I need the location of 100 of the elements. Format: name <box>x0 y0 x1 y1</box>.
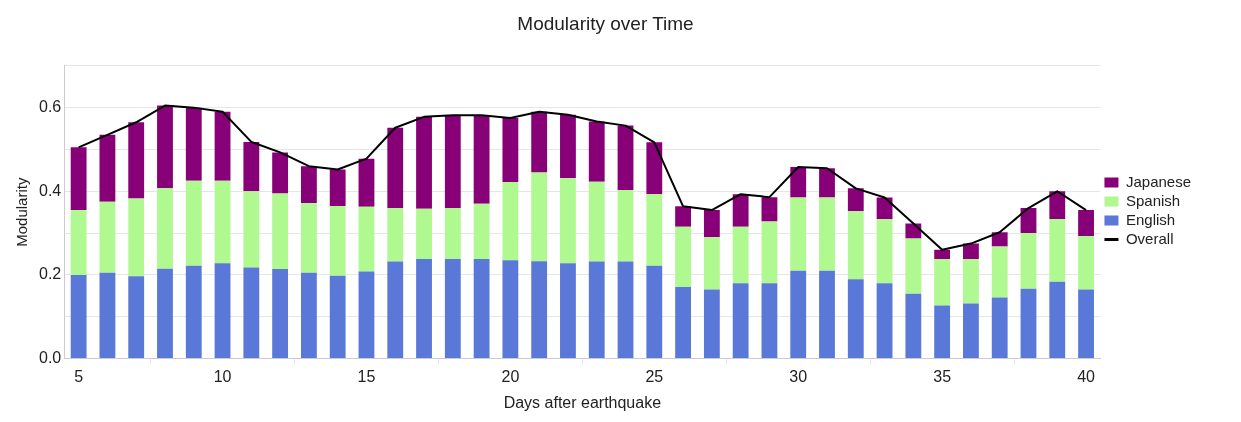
bar <box>502 118 519 183</box>
bar <box>99 134 116 202</box>
bar <box>473 115 490 204</box>
bar <box>128 198 145 277</box>
bar <box>243 141 260 192</box>
bar <box>847 279 864 359</box>
bar <box>444 208 461 260</box>
bar <box>358 206 375 272</box>
bar <box>99 201 116 273</box>
bar <box>157 268 173 359</box>
bar <box>732 226 749 284</box>
bar <box>761 283 778 359</box>
bar <box>531 261 548 359</box>
bar <box>675 206 691 227</box>
bar <box>1049 191 1066 219</box>
bar <box>473 203 490 260</box>
bar <box>157 105 173 188</box>
bar <box>128 122 145 199</box>
bar <box>329 205 346 276</box>
bar <box>185 107 202 181</box>
bar <box>70 210 87 275</box>
bar <box>444 115 461 209</box>
bar <box>732 194 749 227</box>
bar <box>617 125 634 191</box>
bar <box>387 208 404 262</box>
x-tick-label: 15 <box>357 367 376 385</box>
bar <box>560 263 576 359</box>
bar <box>934 249 951 260</box>
bar <box>1049 218 1066 282</box>
bar <box>790 197 807 271</box>
bar <box>675 287 691 359</box>
bar <box>416 208 432 260</box>
bar <box>444 259 461 359</box>
bar <box>243 191 260 268</box>
y-axis-title: Modularity <box>13 177 31 247</box>
bar <box>703 210 720 238</box>
bar <box>502 182 519 261</box>
bar <box>387 127 404 209</box>
bar <box>70 147 87 211</box>
legend-label: English <box>1125 210 1176 228</box>
bar <box>329 169 346 206</box>
bar <box>819 197 835 271</box>
bar <box>934 305 951 359</box>
bar <box>905 223 922 239</box>
bar <box>272 152 289 194</box>
bar <box>617 190 634 262</box>
x-axis-title: Days after earthquake <box>503 393 662 411</box>
bar <box>790 167 807 198</box>
bar <box>473 259 490 359</box>
bar <box>185 180 202 266</box>
chart-title: Modularity over Time <box>517 12 694 34</box>
bar <box>963 243 979 260</box>
bar <box>1078 210 1094 237</box>
bar <box>963 303 979 359</box>
bar <box>560 177 576 264</box>
bar <box>991 232 1008 247</box>
bar <box>358 271 375 359</box>
legend-label: Japanese <box>1125 172 1192 190</box>
bar <box>963 259 979 304</box>
x-tick-label: 20 <box>501 367 520 385</box>
bar <box>1020 233 1037 289</box>
bar <box>905 238 922 294</box>
legend-label: Spanish <box>1125 191 1181 209</box>
bar <box>1078 236 1094 290</box>
bar <box>991 246 1008 298</box>
bar <box>703 237 720 290</box>
bar <box>732 283 749 359</box>
bar <box>703 289 720 359</box>
bar <box>675 226 691 288</box>
bar <box>588 261 605 359</box>
bar <box>531 111 548 173</box>
bar <box>300 203 317 273</box>
bar <box>1078 289 1094 359</box>
bar <box>991 297 1008 359</box>
bar <box>617 261 634 359</box>
bar <box>761 221 778 284</box>
bar <box>761 197 778 222</box>
x-tick-label: 35 <box>933 367 952 385</box>
bar <box>847 188 864 212</box>
bar <box>876 219 893 284</box>
bar <box>185 265 202 359</box>
bar <box>560 114 576 178</box>
x-tick-label: 40 <box>1077 367 1096 385</box>
bar <box>214 180 231 264</box>
bar <box>272 269 289 359</box>
bar <box>876 283 893 359</box>
bar <box>329 275 346 359</box>
x-tick-label: 5 <box>74 367 84 385</box>
x-tick-label: 30 <box>789 367 808 385</box>
y-tick-label: 0.6 <box>38 98 62 116</box>
bar <box>387 261 404 359</box>
bar <box>128 276 145 359</box>
bar <box>416 259 432 359</box>
bar <box>847 211 864 280</box>
bar <box>243 267 260 359</box>
y-tick-label: 0.4 <box>38 181 62 199</box>
bar <box>358 158 375 207</box>
bar <box>646 194 663 266</box>
bar <box>819 270 835 359</box>
bar <box>272 193 289 270</box>
